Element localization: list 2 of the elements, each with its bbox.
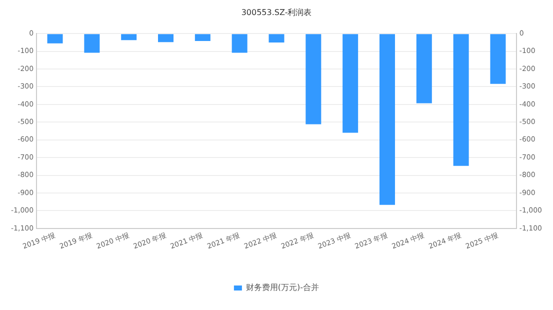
chart-title: 300553.SZ-利润表: [241, 8, 312, 17]
legend-label: 财务费用(万元)-合并: [246, 283, 320, 292]
